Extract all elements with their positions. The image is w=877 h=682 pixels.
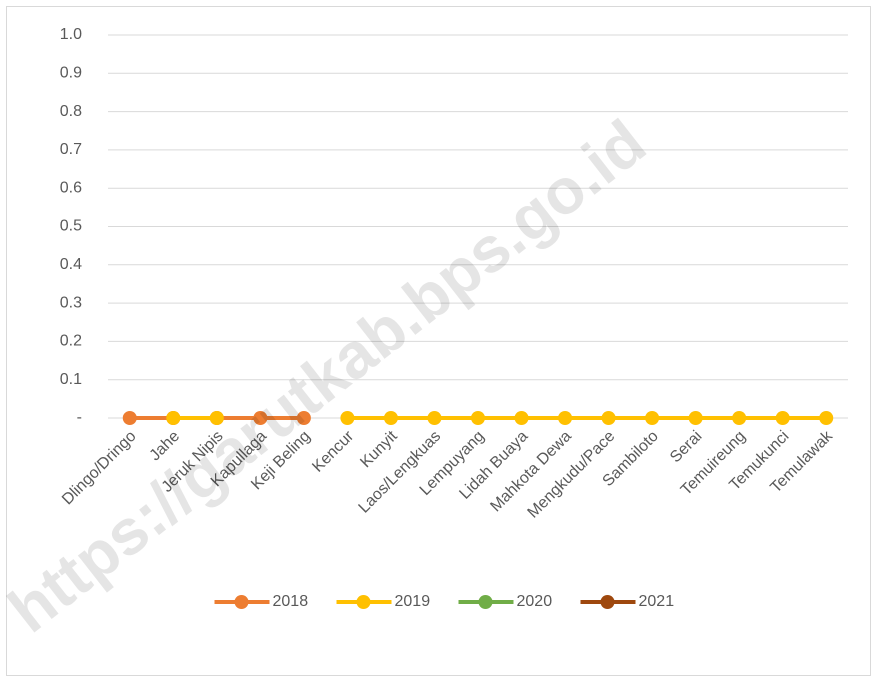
y-tick-label: 0.8 <box>60 103 82 120</box>
data-point <box>688 411 703 425</box>
data-point <box>775 411 790 425</box>
legend-marker <box>356 595 371 609</box>
y-tick-label: 0.2 <box>60 333 82 350</box>
data-point <box>209 411 224 425</box>
data-point <box>166 411 181 425</box>
y-tick-label: 0.5 <box>60 218 82 235</box>
data-point <box>427 411 442 425</box>
data-point <box>471 411 485 425</box>
y-tick-label: 0.3 <box>60 294 82 311</box>
y-tick-label: 0.6 <box>60 179 82 196</box>
y-tick-label: 0.4 <box>60 256 82 273</box>
data-point <box>645 411 660 425</box>
data-point <box>732 411 747 425</box>
legend-label: 2018 <box>273 593 309 610</box>
legend-marker <box>234 595 249 609</box>
data-point <box>383 411 398 425</box>
legend-label: 2021 <box>639 593 675 610</box>
data-point <box>296 411 311 425</box>
y-tick-label: 1.0 <box>60 26 82 43</box>
legend-marker <box>600 595 615 609</box>
legend-label: 2019 <box>395 593 431 610</box>
data-point <box>558 411 573 425</box>
y-tick-label: 0.7 <box>60 141 82 158</box>
y-tick-label: 0.9 <box>60 65 82 82</box>
legend-marker <box>478 595 493 609</box>
y-tick-label: - <box>77 409 82 426</box>
data-point <box>253 411 268 425</box>
legend-label: 2020 <box>517 593 553 610</box>
data-point <box>514 411 529 425</box>
y-tick-label: 0.1 <box>60 371 82 388</box>
data-point <box>601 411 616 425</box>
data-point <box>122 411 137 425</box>
data-point <box>819 411 834 425</box>
data-point <box>340 411 355 425</box>
